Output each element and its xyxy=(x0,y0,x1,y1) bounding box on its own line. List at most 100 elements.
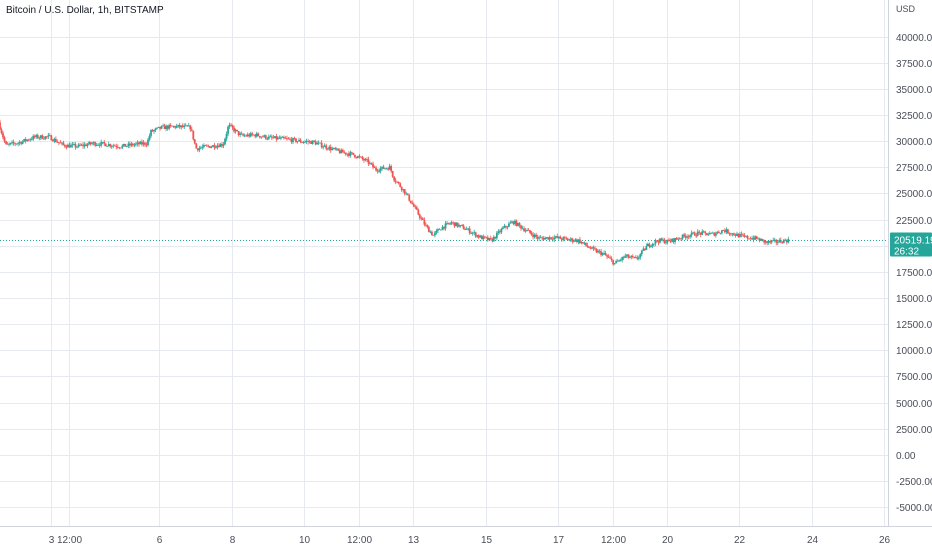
candle-body xyxy=(497,231,500,233)
candle xyxy=(54,136,57,143)
candle-body xyxy=(270,136,273,138)
candle-body xyxy=(585,242,587,246)
candle xyxy=(53,137,56,144)
candle-body xyxy=(474,232,477,237)
candle-body xyxy=(429,231,432,233)
candle xyxy=(222,142,225,149)
candle xyxy=(633,256,636,259)
candle xyxy=(727,228,729,234)
time-axis[interactable]: 3 12:00 6 8 10 12:00 13 15 17 12:00 20 22 24 26 xyxy=(49,535,891,546)
x-tick-label: 12:00 xyxy=(347,535,372,546)
candle xyxy=(603,250,605,255)
candle-body xyxy=(11,142,13,143)
candle-body xyxy=(358,156,361,158)
candle xyxy=(606,254,609,260)
candle-body xyxy=(39,135,42,138)
candle-body xyxy=(781,242,784,244)
candle xyxy=(692,231,695,234)
candle-body xyxy=(769,241,772,243)
candle xyxy=(88,140,91,145)
candle xyxy=(663,238,666,244)
candle-body xyxy=(281,136,284,138)
candle xyxy=(349,150,352,158)
candle-body xyxy=(48,135,51,137)
candle xyxy=(273,136,276,139)
candle-body xyxy=(613,263,616,265)
candle-body xyxy=(15,143,18,145)
candle xyxy=(776,240,779,246)
candle xyxy=(462,223,465,230)
candle xyxy=(257,132,260,137)
candle-body xyxy=(450,222,453,224)
x-tick-label: 12:00 xyxy=(601,535,626,546)
candle-body xyxy=(557,236,560,238)
candle xyxy=(325,143,328,151)
candle xyxy=(541,236,544,241)
candle-body xyxy=(420,218,423,219)
candle xyxy=(166,124,169,131)
candle xyxy=(337,148,340,152)
candle xyxy=(736,231,738,236)
candle-body xyxy=(666,239,669,243)
candle-body xyxy=(707,234,710,236)
candle xyxy=(731,233,734,237)
candle-body xyxy=(313,140,316,142)
candle-body xyxy=(589,247,592,249)
candle-body xyxy=(169,125,172,126)
candle xyxy=(687,234,690,240)
candle-body xyxy=(699,232,702,235)
candle-body xyxy=(434,232,436,236)
candle-body xyxy=(601,253,604,255)
candle-body xyxy=(459,225,462,226)
candle xyxy=(636,255,639,261)
price-axis[interactable]: 40000.00 37500.00 35000.00 32500.00 30000.00… xyxy=(896,33,932,514)
candle-body xyxy=(121,145,124,148)
candle xyxy=(196,148,199,152)
candle-body xyxy=(418,214,421,219)
candle xyxy=(781,241,784,244)
candle-body xyxy=(662,239,664,241)
candle xyxy=(281,136,284,138)
candle-body xyxy=(437,229,439,231)
candle xyxy=(613,263,616,265)
candle xyxy=(313,140,316,143)
candle-body xyxy=(311,140,314,144)
candle xyxy=(0,119,1,131)
candle xyxy=(125,145,128,148)
candle xyxy=(82,142,84,149)
candle-body xyxy=(127,143,130,147)
candle xyxy=(754,235,757,241)
candle xyxy=(482,234,485,241)
candle-body xyxy=(609,257,612,259)
candle-body xyxy=(722,230,725,232)
candle xyxy=(42,136,45,140)
candle xyxy=(630,255,633,260)
candle xyxy=(580,240,583,245)
candle xyxy=(233,125,235,134)
candle-body xyxy=(248,134,251,137)
candle-body xyxy=(17,142,20,144)
candle-body xyxy=(295,138,297,143)
candle xyxy=(574,238,577,242)
candle-body xyxy=(243,135,246,137)
candle-body xyxy=(512,221,515,225)
candle xyxy=(739,232,741,238)
candle-body xyxy=(0,122,1,130)
candle-body xyxy=(533,234,536,238)
candle xyxy=(109,143,112,149)
candle xyxy=(624,253,627,259)
candle xyxy=(119,147,122,149)
candle xyxy=(95,142,98,147)
candle-body xyxy=(535,234,538,237)
candle xyxy=(97,143,100,147)
candle-body xyxy=(704,231,707,234)
candle xyxy=(205,143,208,147)
candle xyxy=(202,143,205,149)
candle-body xyxy=(453,222,456,227)
candle-body xyxy=(520,225,522,229)
candle xyxy=(390,164,393,173)
candle-body xyxy=(249,133,252,137)
candle xyxy=(142,139,145,147)
candle-body xyxy=(725,229,728,233)
